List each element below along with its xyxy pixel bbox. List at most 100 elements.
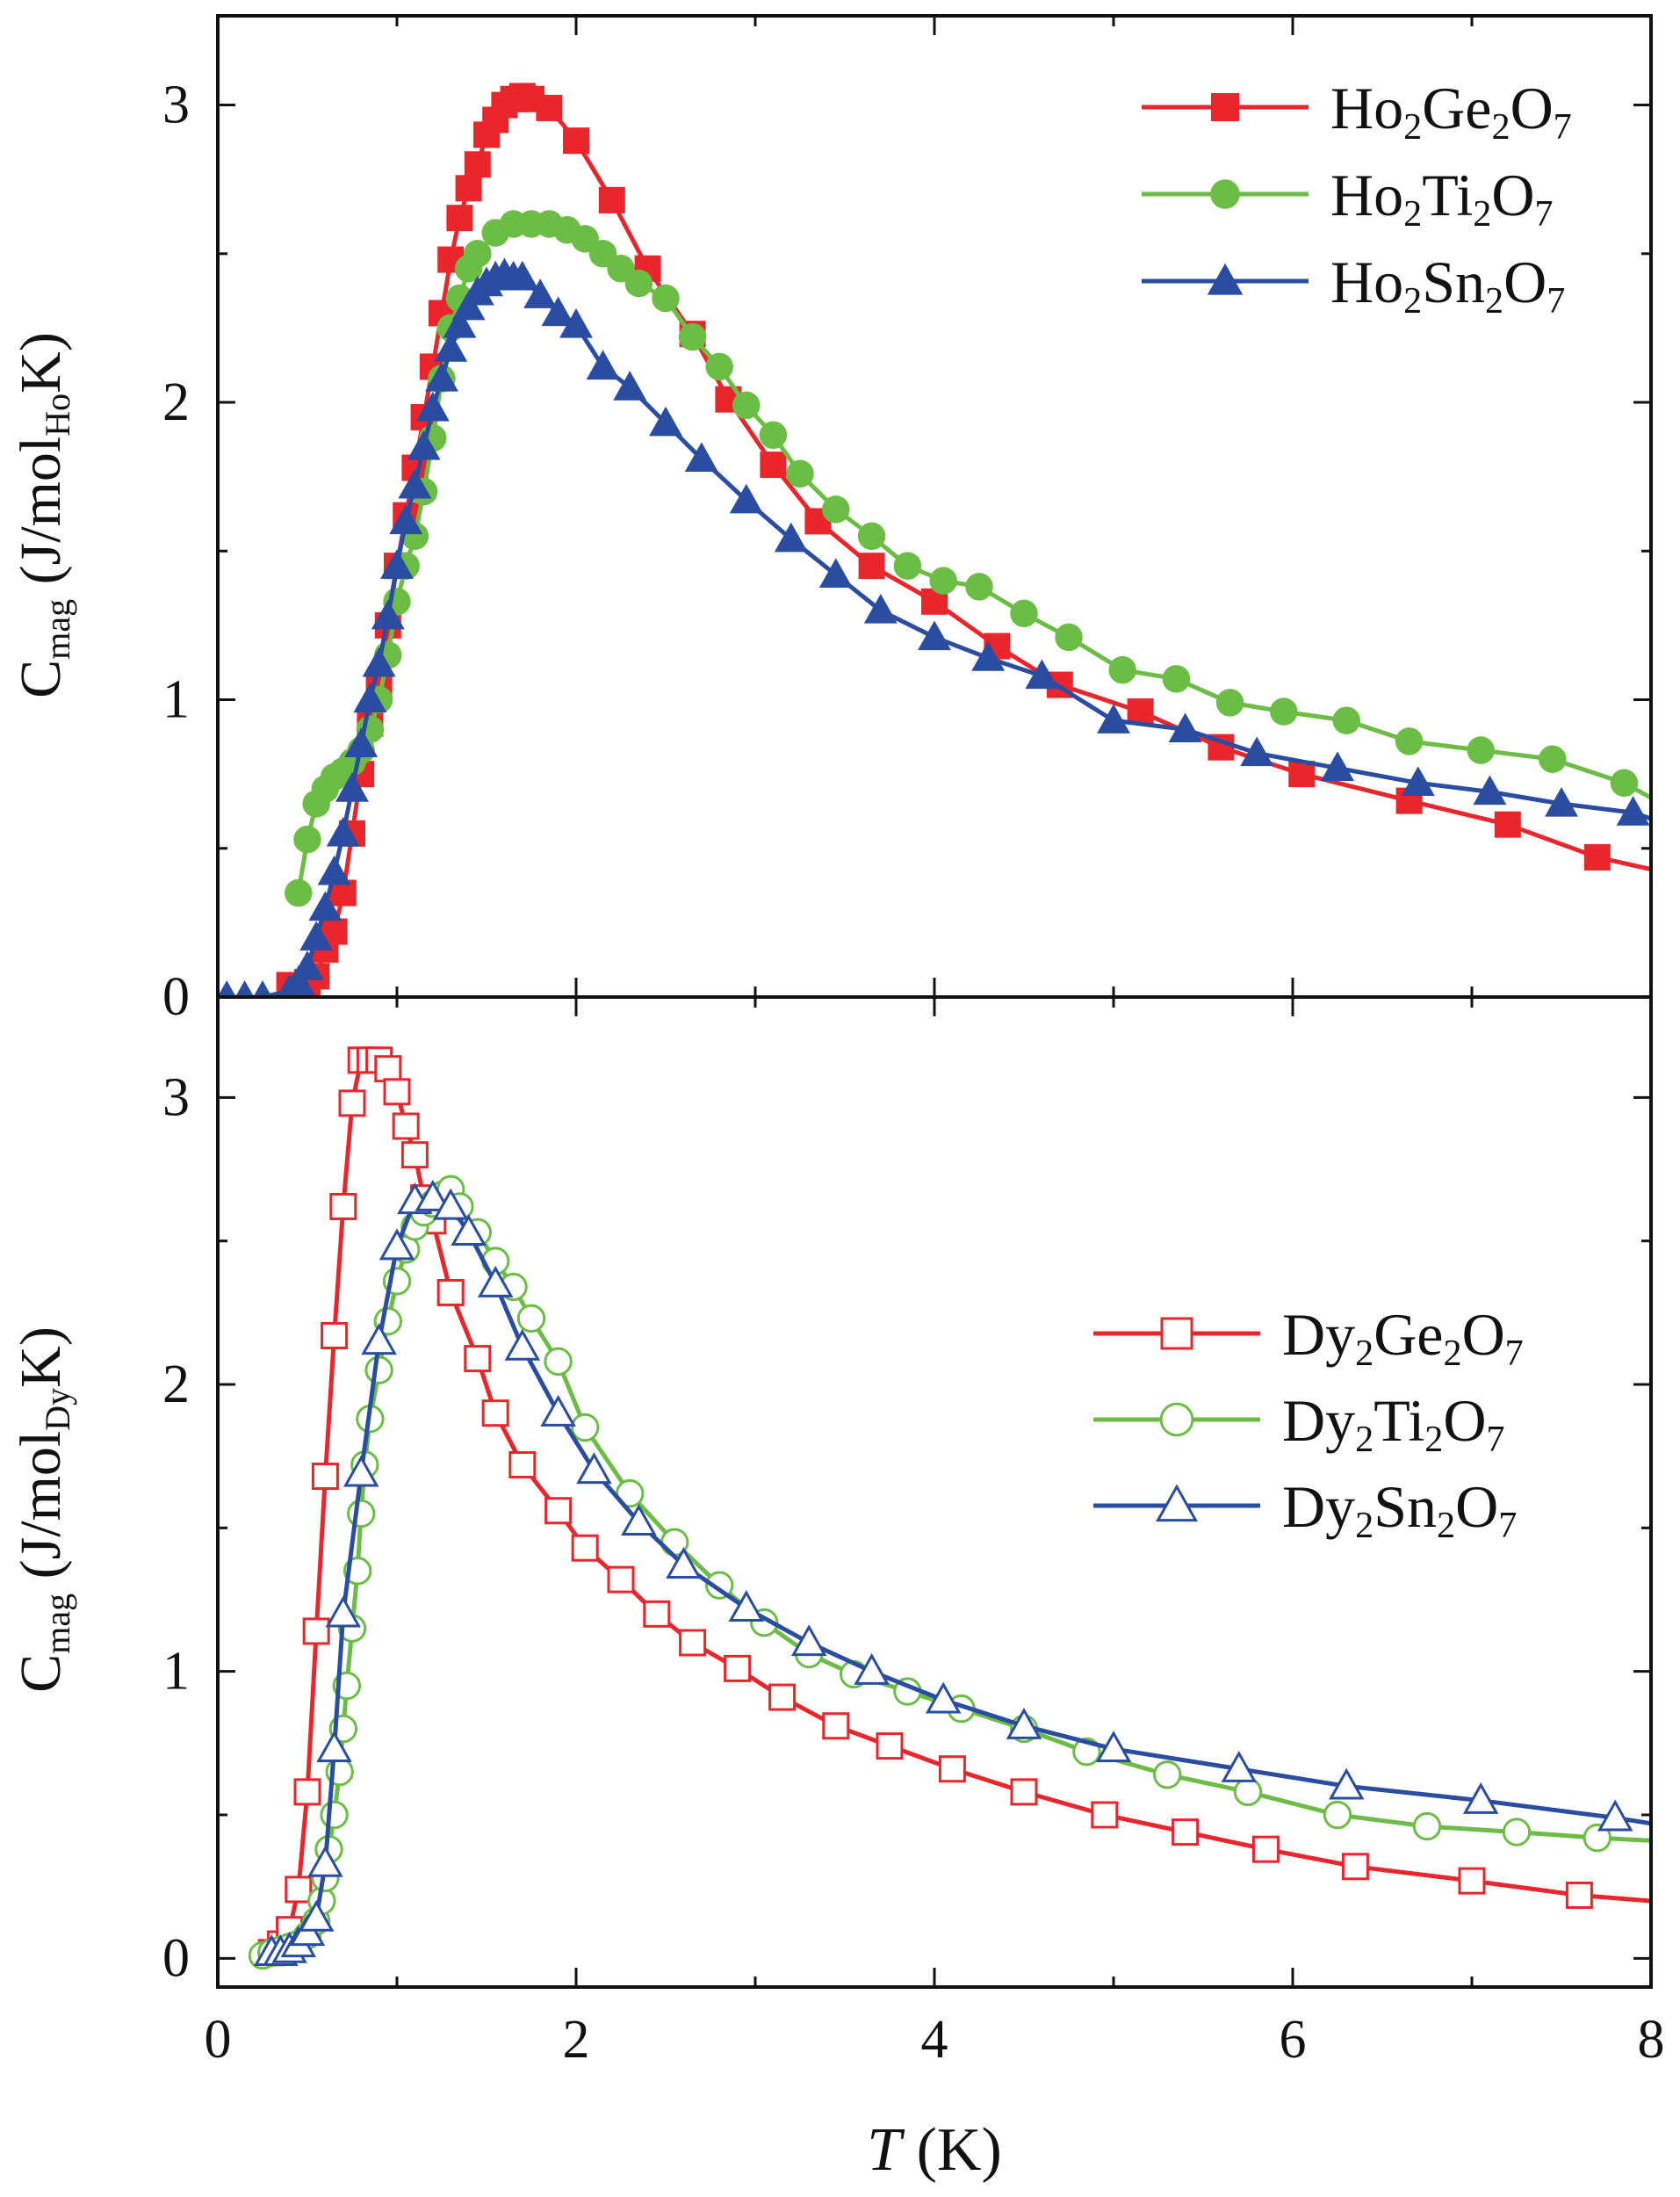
data-point-Ho2Ti2O7 — [1055, 623, 1083, 652]
data-point-Ho2Ge2O7 — [536, 94, 563, 121]
data-point-Dy2Sn2O7 — [728, 1590, 765, 1622]
data-point-Dy2Sn2O7 — [298, 1899, 335, 1932]
data-point-Ho2Ti2O7 — [893, 552, 922, 580]
data-point-Ho2Sn2O7 — [559, 308, 593, 338]
data-point-Ho2Ti2O7 — [652, 284, 680, 313]
data-point-Ho2Ti2O7 — [1610, 769, 1639, 798]
data-point-Ho2Ti2O7 — [857, 522, 886, 551]
data-point-Ho2Sn2O7 — [291, 950, 324, 980]
data-point-Ho2Sn2O7 — [451, 290, 486, 321]
legend-label-Ho2Ge2O7: Ho2Ge2O7 — [1330, 75, 1572, 148]
data-point-Ho2Sn2O7 — [317, 855, 351, 885]
series-line-Dy2Sn2O7 — [271, 1196, 1651, 1955]
data-point-Ho2Sn2O7 — [344, 727, 379, 757]
data-point-Dy2Ge2O7 — [876, 1732, 904, 1760]
data-point-Dy2Ge2O7 — [822, 1712, 850, 1740]
data-point-Dy2Ge2O7 — [607, 1565, 635, 1594]
data-point-Dy2Sn2O7 — [379, 1228, 415, 1261]
legend-label-Dy2Sn2O7: Dy2Sn2O7 — [1282, 1473, 1517, 1546]
data-point-Dy2Ge2O7 — [436, 1278, 465, 1306]
data-point-Ho2Sn2O7 — [1321, 751, 1354, 782]
x-tick-label: 0 — [205, 2010, 232, 2070]
data-point-Dy2Ti2O7 — [320, 1800, 349, 1830]
legend-marker-Dy2Sn2O7 — [1155, 1484, 1199, 1522]
data-point-Dy2Sn2O7 — [1597, 1799, 1633, 1832]
panel-bottom-dy: 0 1 2 3 Cmag (J/molDyK) Dy2Ge2O7 Dy2Ti2O7 Dy2Sn… — [9, 997, 1653, 1988]
data-point-Dy2Ge2O7 — [321, 1321, 349, 1349]
data-point-Ho2Ti2O7 — [464, 240, 492, 268]
data-point-Dy2Sn2O7 — [316, 1731, 352, 1763]
data-point-Dy2Ge2O7 — [724, 1654, 752, 1682]
y-tick-label: 1 — [162, 1642, 190, 1702]
data-point-Dy2Ti2O7 — [1233, 1777, 1263, 1807]
data-point-Ho2Ge2O7 — [563, 127, 589, 155]
y-tick-label: 2 — [162, 372, 190, 432]
data-point-Ho2Ti2O7 — [732, 391, 761, 420]
legend-marker-Ho2Sn2O7 — [1207, 263, 1244, 295]
data-point-Dy2Ti2O7 — [1502, 1818, 1532, 1846]
legend-marker-Dy2Ti2O7 — [1159, 1402, 1194, 1437]
data-point-Dy2Sn2O7 — [342, 1455, 379, 1487]
data-point-Dy2Ti2O7 — [544, 1347, 573, 1377]
data-point-Dy2Sn2O7 — [621, 1504, 657, 1536]
legend-label-Ho2Ti2O7: Ho2Ti2O7 — [1330, 162, 1554, 235]
data-point-Ho2Sn2O7 — [425, 361, 458, 392]
data-point-Ho2Ti2O7 — [822, 495, 850, 524]
data-point-Dy2Sn2O7 — [1462, 1781, 1499, 1814]
data-point-Dy2Ge2O7 — [1565, 1881, 1593, 1909]
data-point-Ho2Sn2O7 — [389, 504, 423, 535]
data-point-Dy2Ge2O7 — [392, 1112, 420, 1140]
plot-frame: 0 2 4 6 8 T (K) — [205, 14, 1665, 2184]
data-point-Dy2Sn2O7 — [540, 1394, 576, 1427]
data-point-Ho2Ti2O7 — [965, 573, 993, 601]
data-point-Dy2Ge2O7 — [544, 1497, 573, 1525]
data-point-Ho2Ti2O7 — [1215, 689, 1244, 717]
data-point-Ho2Sn2O7 — [1240, 736, 1274, 767]
data-point-Dy2Sn2O7 — [451, 1214, 487, 1247]
data-point-Ho2Sn2O7 — [613, 371, 647, 401]
legend-top: Ho2Ge2O7 Ho2Ti2O7 Ho2Sn2O7 — [1142, 75, 1572, 322]
data-point-Dy2Ge2O7 — [285, 1875, 313, 1904]
data-point-Dy2Sn2O7 — [477, 1265, 514, 1297]
data-point-Ho2Ti2O7 — [1332, 706, 1360, 734]
data-point-Ho2Ti2O7 — [678, 322, 707, 351]
data-point-Dy2Ge2O7 — [1010, 1778, 1038, 1806]
data-point-Ho2Sn2O7 — [818, 558, 853, 589]
data-point-Ho2Ti2O7 — [1467, 736, 1495, 764]
data-point-Dy2Ti2O7 — [347, 1499, 376, 1529]
data-point-Ho2Sn2O7 — [918, 620, 951, 651]
data-point-Dy2Ge2O7 — [1172, 1818, 1200, 1846]
data-point-Ho2Ti2O7 — [1270, 697, 1298, 726]
x-tick-label: 8 — [1638, 2010, 1665, 2070]
x-axis-label: T (K) — [867, 2116, 1002, 2184]
data-point-Ho2Ti2O7 — [285, 878, 313, 907]
data-point-Dy2Sn2O7 — [1006, 1707, 1042, 1739]
data-point-Ho2Sn2O7 — [335, 772, 369, 802]
data-point-Ho2Ge2O7 — [1583, 843, 1611, 871]
data-point-Ho2Sn2O7 — [729, 483, 763, 514]
legend-marker-Dy2Ge2O7 — [1160, 1317, 1193, 1350]
data-point-Dy2Ti2O7 — [571, 1413, 600, 1442]
data-point-Ho2Sn2O7 — [398, 468, 432, 499]
data-point-Dy2Ti2O7 — [1583, 1823, 1612, 1853]
data-point-Ho2Sn2O7 — [371, 599, 405, 630]
data-point-Ho2Sn2O7 — [649, 406, 682, 437]
data-point-Dy2Ge2O7 — [508, 1450, 537, 1478]
data-point-Ho2Sn2O7 — [1168, 712, 1202, 743]
data-point-Ho2Ti2O7 — [1010, 599, 1038, 628]
data-point-Ho2Sn2O7 — [863, 593, 898, 624]
data-point-Dy2Ge2O7 — [679, 1629, 707, 1657]
data-point-Dy2Sn2O7 — [432, 1188, 469, 1220]
data-point-Dy2Ge2O7 — [302, 1617, 330, 1645]
data-point-Ho2Ge2O7 — [455, 175, 482, 202]
data-point-Ho2Sn2O7 — [415, 391, 450, 422]
legend-marker-Ho2Ge2O7 — [1211, 93, 1239, 121]
y-tick-label: 1 — [162, 670, 190, 730]
data-point-Ho2Ti2O7 — [624, 269, 653, 298]
x-tick-label: 6 — [1280, 2010, 1307, 2070]
data-point-Dy2Sn2O7 — [504, 1328, 541, 1361]
data-point-Ho2Sn2O7 — [234, 980, 255, 997]
data-point-Dy2Ge2O7 — [293, 1778, 321, 1806]
data-point-Dy2Sn2O7 — [415, 1179, 451, 1211]
data-point-Dy2Ti2O7 — [364, 1355, 393, 1384]
